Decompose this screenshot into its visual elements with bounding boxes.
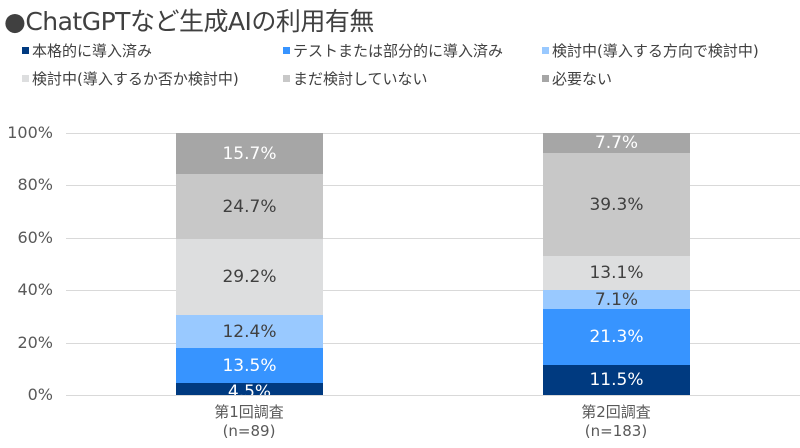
- data-label: 15.7%: [222, 143, 277, 164]
- y-tick-label: 60%: [17, 228, 53, 247]
- bar-segment-considering-toward: 12.4%: [176, 315, 323, 348]
- legend-label: テストまたは部分的に導入済み: [293, 42, 504, 60]
- data-label: 39.3%: [589, 194, 644, 215]
- gridline: [66, 290, 800, 291]
- gridline: [66, 133, 800, 134]
- bar-segment-considering-undecided: 29.2%: [176, 238, 323, 316]
- bar-segment-considering-undecided: 13.1%: [543, 256, 690, 291]
- legend-swatch-icon: [542, 47, 549, 54]
- y-tick-label: 0%: [27, 385, 53, 404]
- data-label: 12.4%: [222, 321, 277, 342]
- y-tick-label: 20%: [17, 333, 53, 352]
- bar-segment-fully-adopted: 4.5%: [176, 383, 323, 395]
- gridline-baseline: [66, 395, 800, 396]
- legend-label: 検討中(導入する方向で検討中): [552, 42, 759, 60]
- gridline: [66, 185, 800, 186]
- bar-survey-1: 4.5% 13.5% 12.4% 29.2% 24.7% 15.7%: [176, 133, 323, 395]
- legend-label: 検討中(導入するか否か検討中): [32, 70, 239, 88]
- data-label: 13.5%: [222, 355, 277, 376]
- y-tick-label: 40%: [17, 280, 53, 299]
- legend-item-not-yet-considered: まだ検討していない: [283, 68, 428, 89]
- legend-swatch-icon: [283, 75, 290, 82]
- legend-swatch-icon: [22, 47, 29, 54]
- x-label-line2: (n=183): [584, 422, 648, 440]
- x-category-label-survey-1: 第1回調査 (n=89): [149, 403, 349, 441]
- data-label: 7.1%: [594, 290, 639, 310]
- x-label-line2: (n=89): [222, 422, 276, 440]
- bar-segment-not-yet-considered: 39.3%: [543, 153, 690, 257]
- bar-segment-not-needed: 15.7%: [176, 133, 323, 175]
- legend-label: 本格的に導入済み: [32, 42, 153, 60]
- legend-item-not-needed: 必要ない: [542, 68, 612, 89]
- data-label: 11.5%: [589, 369, 644, 390]
- plot-area: 4.5% 13.5% 12.4% 29.2% 24.7% 15.7% 11.5%…: [66, 133, 800, 396]
- bar-segment-not-yet-considered: 24.7%: [176, 174, 323, 239]
- legend-swatch-icon: [283, 47, 290, 54]
- legend-item-fully-adopted: 本格的に導入済み: [22, 40, 152, 61]
- bar-survey-2: 11.5% 21.3% 7.1% 13.1% 39.3% 7.7%: [543, 133, 690, 395]
- gridline: [66, 238, 800, 239]
- legend-item-considering-undecided: 検討中(導入するか否か検討中): [22, 68, 239, 89]
- data-label: 24.7%: [222, 196, 277, 217]
- bar-segment-test-partial: 13.5%: [176, 347, 323, 384]
- x-label-line1: 第2回調査: [581, 403, 651, 421]
- legend-label: まだ検討していない: [293, 70, 428, 88]
- legend-label: 必要ない: [552, 70, 613, 88]
- data-label: 13.1%: [589, 263, 644, 284]
- bar-segment-test-partial: 21.3%: [543, 309, 690, 365]
- data-label: 21.3%: [589, 326, 644, 347]
- chart-title: ●ChatGPTなど生成AIの利用有無: [4, 7, 374, 36]
- bar-segment-considering-toward: 7.1%: [543, 290, 690, 310]
- legend-swatch-icon: [542, 75, 549, 82]
- y-tick-label: 80%: [17, 175, 53, 194]
- data-label: 4.5%: [227, 383, 272, 395]
- data-label: 29.2%: [222, 267, 277, 288]
- bar-segment-not-needed: 7.7%: [543, 133, 690, 154]
- y-tick-label: 100%: [7, 123, 53, 142]
- data-label: 7.7%: [594, 133, 639, 154]
- legend-swatch-icon: [22, 75, 29, 82]
- gridline: [66, 343, 800, 344]
- x-category-label-survey-2: 第2回調査 (n=183): [516, 403, 716, 441]
- legend-item-test-partial: テストまたは部分的に導入済み: [283, 40, 503, 61]
- x-label-line1: 第1回調査: [214, 403, 284, 421]
- bar-segment-fully-adopted: 11.5%: [543, 364, 690, 395]
- legend-item-considering-toward: 検討中(導入する方向で検討中): [542, 40, 759, 61]
